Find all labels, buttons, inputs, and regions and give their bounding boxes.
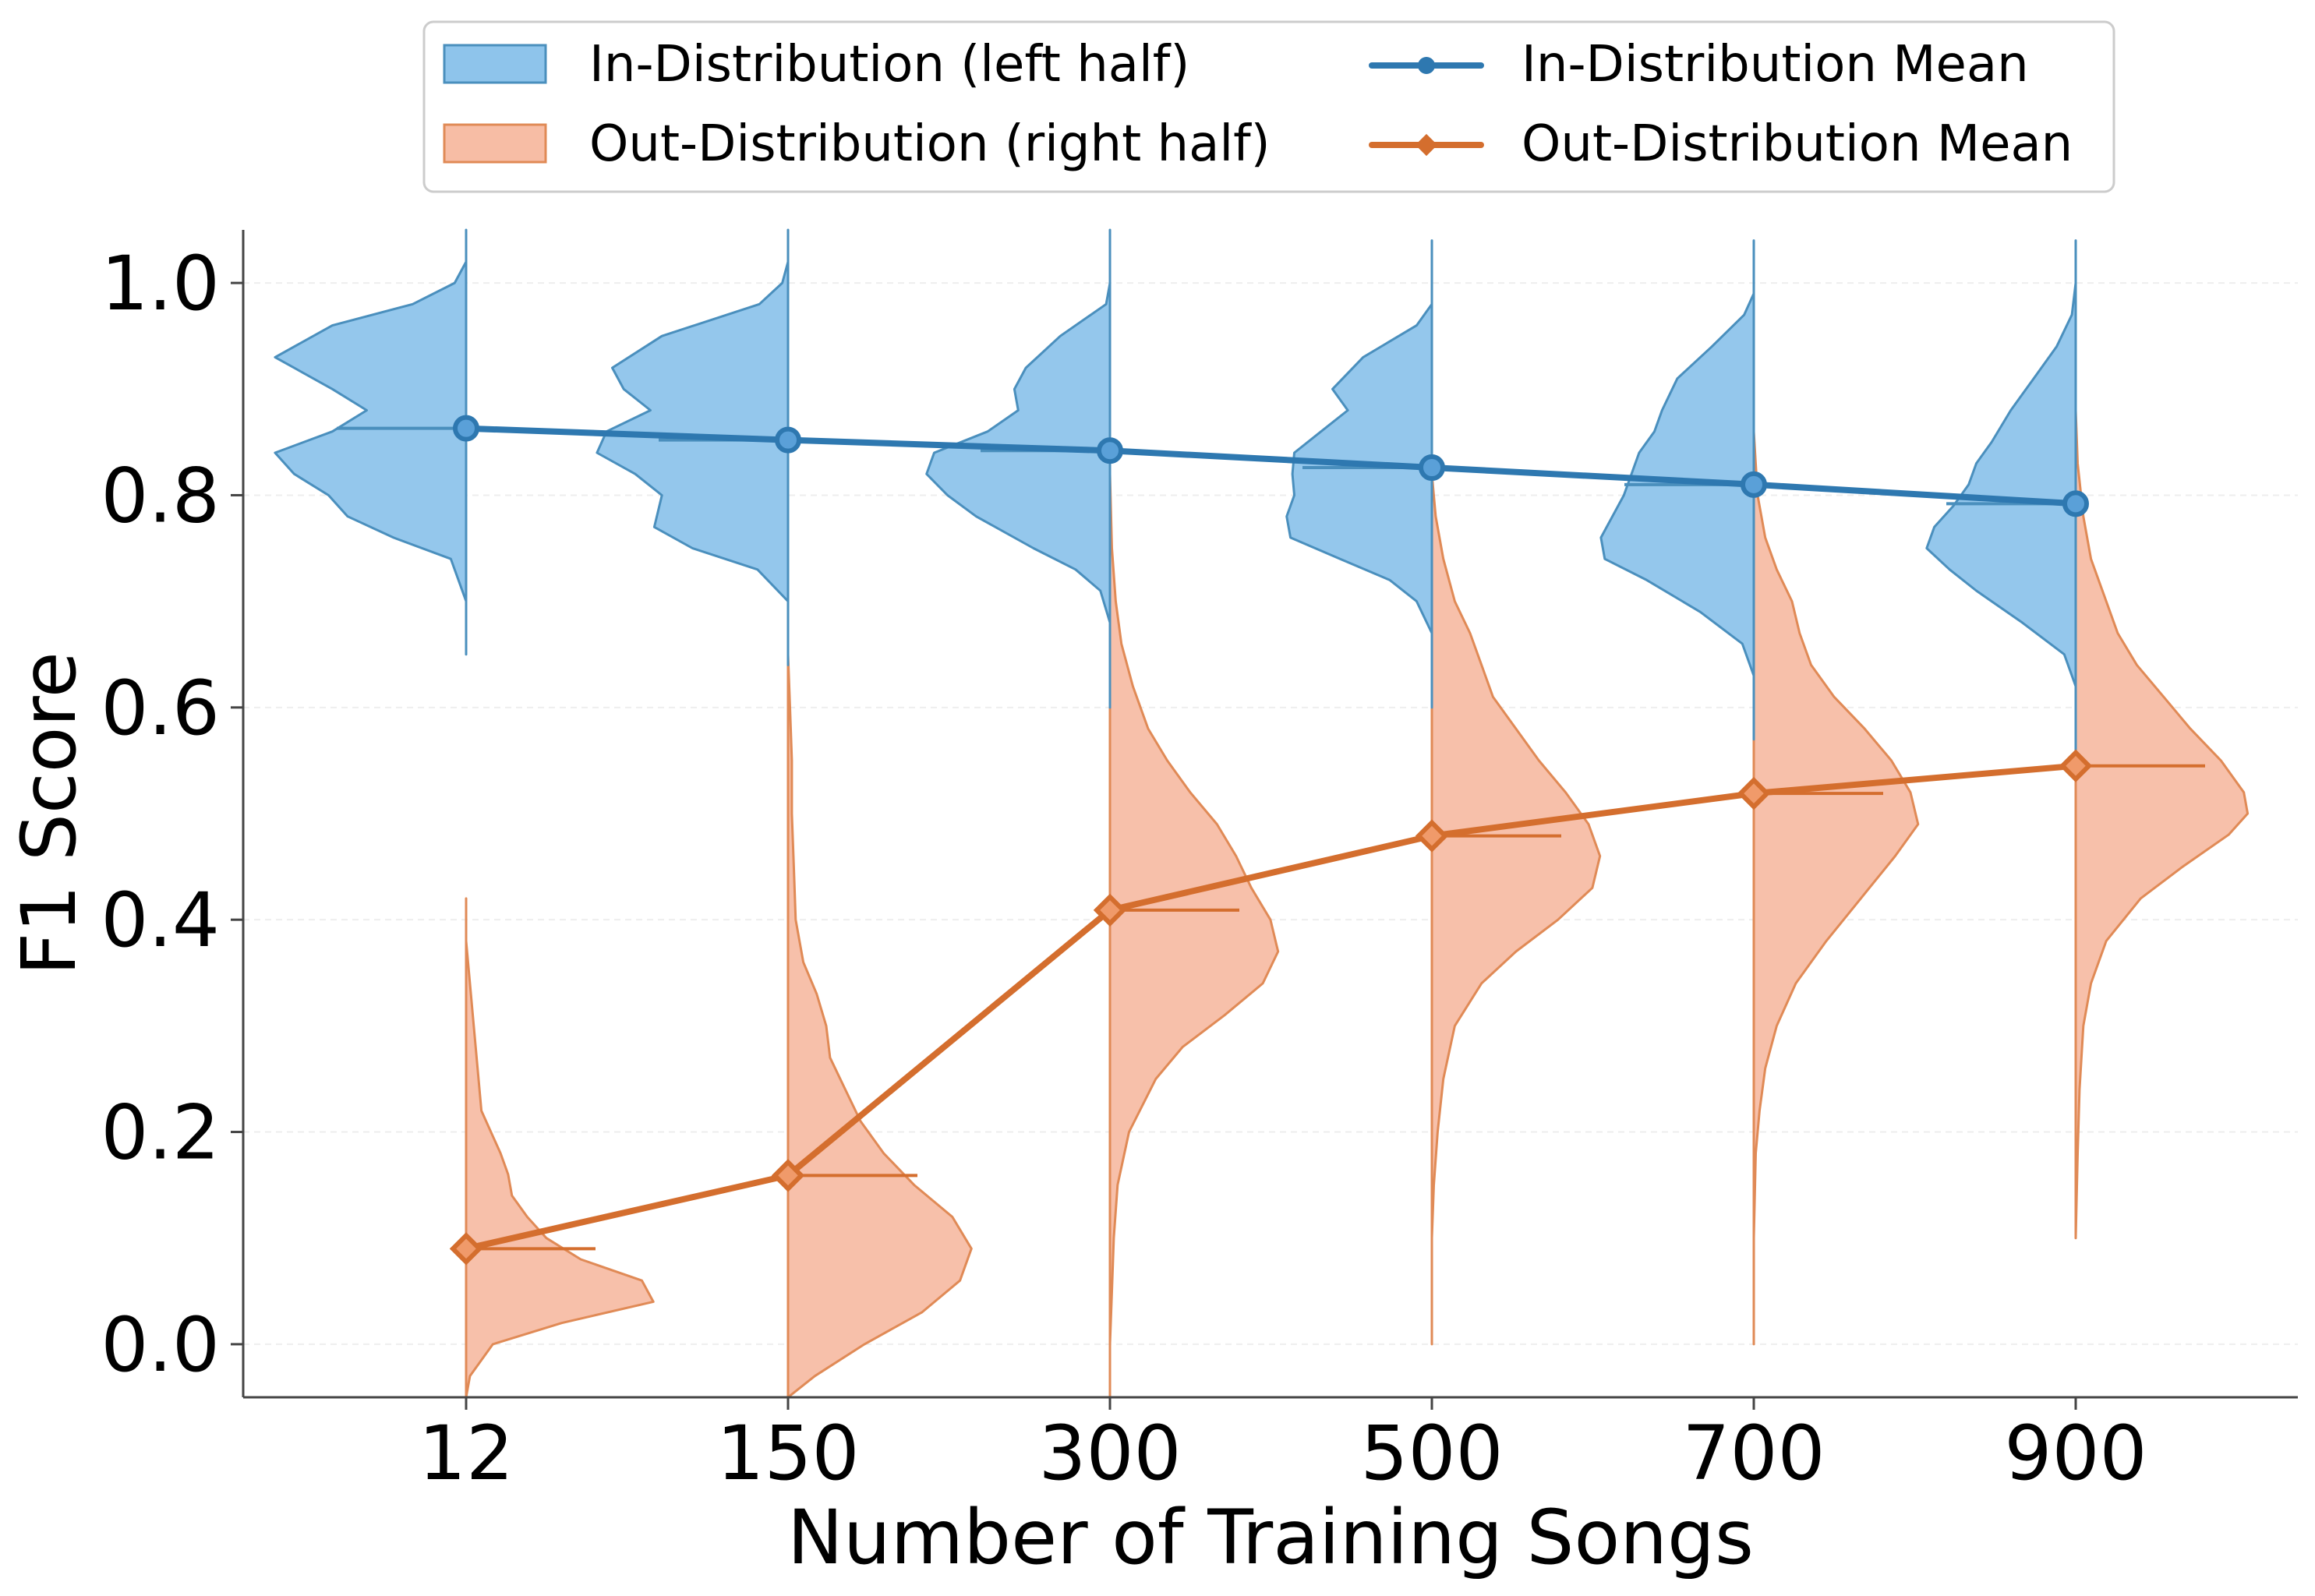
in-mean-marker-500 — [1419, 454, 1445, 482]
in-distribution-mean-line — [463, 425, 2079, 507]
grid-lines — [243, 282, 2298, 1345]
x-axis-label: Number of Training Songs — [787, 1494, 1754, 1581]
y-tick-label: 0.0 — [101, 1301, 220, 1389]
out-mean-marker-700 — [1737, 776, 1771, 810]
out-mean-marker-500 — [1415, 819, 1449, 853]
legend-label-in-mean: In-Distribution Mean — [1522, 36, 2029, 94]
x-tick-label: 300 — [1038, 1410, 1181, 1497]
in-mean-marker-150 — [775, 426, 801, 454]
in-mean-marker-12 — [453, 415, 479, 442]
legend-marker-circle — [1418, 57, 1435, 74]
violin-out-150 — [786, 547, 973, 1399]
x-tick-label: 700 — [1682, 1410, 1825, 1497]
x-tick-label: 12 — [419, 1410, 514, 1497]
legend-swatch-out-distribution — [443, 123, 547, 164]
x-tick-label: 500 — [1360, 1410, 1503, 1497]
x-tick-label: 150 — [716, 1410, 859, 1497]
legend-label-in-distribution: In-Distribution (left half) — [589, 36, 1189, 94]
out-mean-marker-150 — [771, 1159, 805, 1192]
in-mean-marker-700 — [1741, 471, 1767, 498]
out-mean-marker-12 — [449, 1232, 483, 1266]
legend-marker-diamond — [1415, 133, 1438, 157]
violin-out-700 — [1752, 430, 1920, 1346]
y-axis-label: F1 Score — [5, 651, 93, 976]
x-tick-label: 900 — [2004, 1410, 2147, 1497]
legend-line-out-mean — [1369, 133, 1484, 157]
legend-swatch-in-distribution — [443, 44, 547, 84]
out-mean-marker-300 — [1093, 893, 1127, 927]
violin-out-12 — [465, 897, 655, 1399]
legend-label-out-mean: Out-Distribution Mean — [1522, 115, 2073, 173]
violin-in-12 — [274, 228, 468, 656]
y-tick-label: 0.2 — [101, 1089, 220, 1177]
axes — [242, 230, 2298, 1399]
legend: In-Distribution (left half) Out-Distribu… — [422, 20, 2115, 193]
legend-label-out-distribution: Out-Distribution (right half) — [589, 115, 1271, 173]
y-tick-label: 0.6 — [101, 665, 220, 752]
violin-in-150 — [596, 228, 790, 666]
ticks: 0.0 0.2 0.4 0.6 0.8 1.0 12 150 300 500 700 900 — [101, 240, 2147, 1497]
out-mean-marker-900 — [2059, 749, 2093, 782]
legend-line-in-mean — [1369, 57, 1484, 74]
y-tick-label: 1.0 — [101, 240, 220, 327]
legend-frame — [422, 20, 2115, 193]
in-mean-marker-900 — [2062, 490, 2089, 517]
violin-out-500 — [1430, 472, 1602, 1346]
violin-in-700 — [1599, 239, 1755, 741]
violin-out-900 — [2074, 409, 2250, 1240]
y-tick-label: 0.8 — [101, 452, 220, 539]
in-mean-marker-300 — [1097, 437, 1123, 464]
violin-in-300 — [925, 228, 1112, 709]
y-tick-label: 0.4 — [101, 877, 220, 964]
violin-out-300 — [1108, 472, 1280, 1399]
violin-in-500 — [1285, 239, 1433, 709]
out-distribution-mean-line — [463, 762, 2079, 1252]
mean-lines — [449, 415, 2093, 1266]
